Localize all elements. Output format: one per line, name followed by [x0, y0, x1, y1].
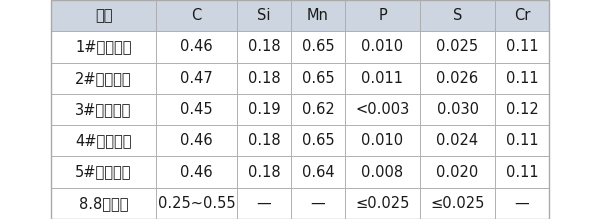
Bar	[156, 0, 237, 31]
Bar	[237, 63, 291, 94]
Bar	[156, 188, 237, 219]
Text: 3#断裂螺栋: 3#断裂螺栋	[76, 102, 131, 117]
Bar	[420, 94, 495, 125]
Text: 0.18: 0.18	[248, 164, 280, 180]
Text: —: —	[311, 196, 325, 211]
Text: 0.65: 0.65	[302, 71, 334, 86]
Text: Mn: Mn	[307, 8, 329, 23]
Text: 0.46: 0.46	[180, 164, 213, 180]
Text: 0.011: 0.011	[361, 71, 404, 86]
Text: 0.11: 0.11	[506, 133, 538, 148]
Bar	[291, 156, 345, 188]
Bar	[51, 0, 549, 219]
Bar	[420, 156, 495, 188]
Bar	[156, 94, 237, 125]
Text: S: S	[453, 8, 462, 23]
Text: Cr: Cr	[514, 8, 530, 23]
Text: 元素: 元素	[95, 8, 112, 23]
Text: 4#断裂螺栋: 4#断裂螺栋	[75, 133, 132, 148]
Bar	[420, 63, 495, 94]
Bar	[345, 156, 420, 188]
Text: 0.12: 0.12	[506, 102, 538, 117]
Text: C: C	[191, 8, 202, 23]
Bar	[156, 156, 237, 188]
Bar	[51, 0, 156, 31]
Bar	[420, 0, 495, 31]
Text: —: —	[257, 196, 271, 211]
Text: 0.008: 0.008	[361, 164, 404, 180]
Text: 0.18: 0.18	[248, 71, 280, 86]
Text: P: P	[378, 8, 387, 23]
Text: 0.19: 0.19	[248, 102, 280, 117]
Text: <0.003: <0.003	[355, 102, 410, 117]
Bar	[345, 31, 420, 63]
Text: 0.030: 0.030	[437, 102, 479, 117]
Text: 0.025: 0.025	[436, 39, 479, 55]
Text: 1#断裂螺栋: 1#断裂螺栋	[75, 39, 132, 55]
Text: 0.46: 0.46	[180, 133, 213, 148]
Bar	[495, 31, 549, 63]
Bar	[345, 125, 420, 156]
Text: 0.45: 0.45	[180, 102, 213, 117]
Bar	[495, 125, 549, 156]
Bar	[345, 188, 420, 219]
Text: 0.65: 0.65	[302, 39, 334, 55]
Bar	[495, 0, 549, 31]
Bar	[237, 125, 291, 156]
Text: 2#断裂螺栋: 2#断裂螺栋	[75, 71, 132, 86]
Text: 0.020: 0.020	[436, 164, 479, 180]
Text: 0.18: 0.18	[248, 133, 280, 148]
Text: 0.11: 0.11	[506, 164, 538, 180]
Bar	[51, 94, 156, 125]
Bar	[345, 94, 420, 125]
Bar	[291, 125, 345, 156]
Text: 0.64: 0.64	[302, 164, 334, 180]
Text: 0.46: 0.46	[180, 39, 213, 55]
Bar	[345, 63, 420, 94]
Bar	[156, 31, 237, 63]
Bar	[291, 0, 345, 31]
Text: 0.010: 0.010	[361, 39, 404, 55]
Bar	[495, 63, 549, 94]
Bar	[420, 188, 495, 219]
Bar	[345, 0, 420, 31]
Bar	[495, 94, 549, 125]
Text: 0.25~0.55: 0.25~0.55	[158, 196, 235, 211]
Text: ≤0.025: ≤0.025	[355, 196, 410, 211]
Bar	[495, 188, 549, 219]
Bar	[237, 31, 291, 63]
Text: 0.11: 0.11	[506, 39, 538, 55]
Text: 0.62: 0.62	[302, 102, 334, 117]
Text: 0.010: 0.010	[361, 133, 404, 148]
Text: 0.65: 0.65	[302, 133, 334, 148]
Text: —: —	[515, 196, 529, 211]
Text: 0.11: 0.11	[506, 71, 538, 86]
Bar	[237, 188, 291, 219]
Bar	[420, 31, 495, 63]
Text: ≤0.025: ≤0.025	[430, 196, 485, 211]
Bar	[291, 63, 345, 94]
Bar	[51, 188, 156, 219]
Bar	[156, 63, 237, 94]
Bar	[51, 156, 156, 188]
Bar	[237, 156, 291, 188]
Bar	[495, 156, 549, 188]
Text: Si: Si	[257, 8, 271, 23]
Bar	[291, 31, 345, 63]
Bar	[420, 125, 495, 156]
Bar	[156, 125, 237, 156]
Bar	[291, 94, 345, 125]
Text: 0.026: 0.026	[436, 71, 479, 86]
Bar	[51, 125, 156, 156]
Bar	[51, 63, 156, 94]
Bar	[237, 0, 291, 31]
Bar	[291, 188, 345, 219]
Text: 8.8级标准: 8.8级标准	[79, 196, 128, 211]
Text: 0.18: 0.18	[248, 39, 280, 55]
Text: 0.47: 0.47	[180, 71, 213, 86]
Bar	[237, 94, 291, 125]
Text: 5#断裂螺栋: 5#断裂螺栋	[75, 164, 132, 180]
Bar	[51, 31, 156, 63]
Text: 0.024: 0.024	[436, 133, 479, 148]
